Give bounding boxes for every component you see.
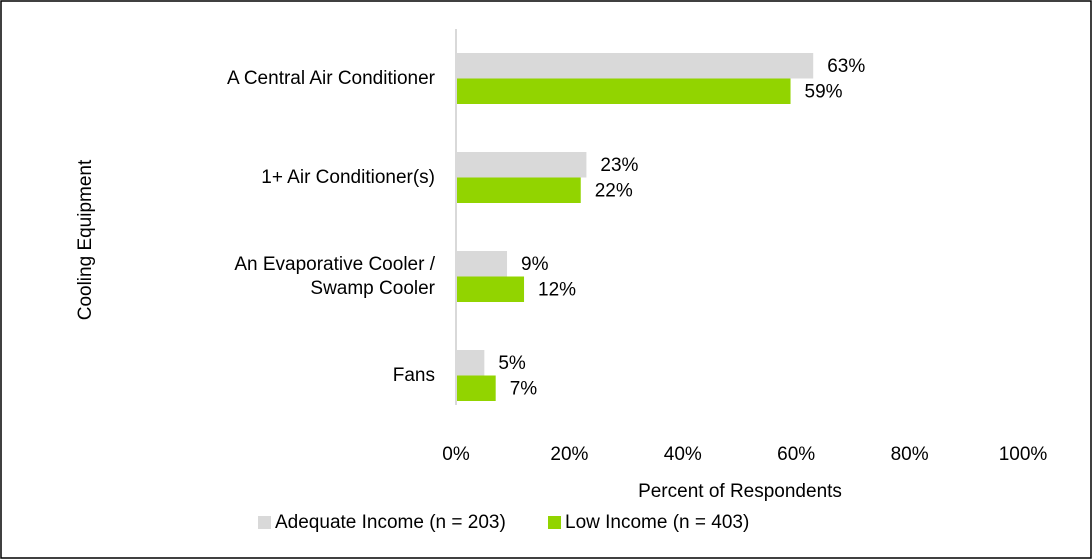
data-label: 63% <box>827 56 865 77</box>
bar <box>456 78 791 104</box>
data-label: 59% <box>805 81 843 102</box>
data-label: 22% <box>595 180 633 201</box>
data-label: 12% <box>538 279 576 300</box>
x-tick-label: 40% <box>664 444 702 465</box>
x-tick-label: 20% <box>550 444 588 465</box>
legend-swatch <box>548 516 561 529</box>
x-axis-label: Percent of Respondents <box>638 481 842 502</box>
y-tick-label: A Central Air Conditioner <box>226 67 435 89</box>
bar <box>456 152 587 178</box>
bar <box>456 53 814 79</box>
y-axis-label: Cooling Equipment <box>75 159 96 320</box>
bar <box>456 177 581 203</box>
data-label: 7% <box>510 378 538 399</box>
y-tick-label: 1+ Air Conditioner(s) <box>261 166 435 188</box>
data-label: 9% <box>521 254 549 275</box>
y-tick-label: Fans <box>392 364 435 386</box>
bar <box>456 375 496 401</box>
bar <box>456 350 485 376</box>
data-label: 5% <box>498 353 526 374</box>
data-label: 23% <box>600 155 638 176</box>
x-tick-label: 80% <box>891 444 929 465</box>
bar <box>456 276 525 302</box>
x-tick-label: 100% <box>999 444 1048 465</box>
legend-swatch <box>258 516 271 529</box>
legend-label: Adequate Income (n = 203) <box>275 512 506 533</box>
x-tick-label: 0% <box>442 444 470 465</box>
y-tick-label: An Evaporative Cooler / Swamp Cooler <box>234 253 435 299</box>
bar <box>456 251 508 277</box>
x-tick-label: 60% <box>777 444 815 465</box>
legend-label: Low Income (n = 403) <box>565 512 749 533</box>
